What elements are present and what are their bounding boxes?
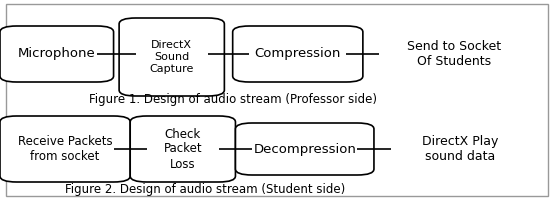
Text: Receive Packets
from socket: Receive Packets from socket bbox=[18, 135, 112, 163]
FancyBboxPatch shape bbox=[119, 18, 224, 96]
Text: Microphone: Microphone bbox=[18, 47, 96, 60]
Text: Figure 1. Design of audio stream (Professor side): Figure 1. Design of audio stream (Profes… bbox=[89, 94, 377, 106]
FancyBboxPatch shape bbox=[6, 4, 548, 196]
Text: DirectX Play
sound data: DirectX Play sound data bbox=[422, 135, 498, 163]
Text: Figure 2. Design of audio stream (Student side): Figure 2. Design of audio stream (Studen… bbox=[65, 182, 345, 196]
Text: Compression: Compression bbox=[255, 47, 341, 60]
FancyBboxPatch shape bbox=[130, 116, 235, 182]
Text: Send to Socket
Of Students: Send to Socket Of Students bbox=[407, 40, 501, 68]
FancyBboxPatch shape bbox=[0, 26, 114, 82]
FancyBboxPatch shape bbox=[233, 26, 363, 82]
FancyBboxPatch shape bbox=[0, 116, 130, 182]
FancyBboxPatch shape bbox=[235, 123, 374, 175]
Text: Check
Packet
Loss: Check Packet Loss bbox=[163, 128, 202, 170]
Text: Decompression: Decompression bbox=[253, 142, 356, 156]
Text: DirectX
Sound
Capture: DirectX Sound Capture bbox=[150, 40, 194, 74]
